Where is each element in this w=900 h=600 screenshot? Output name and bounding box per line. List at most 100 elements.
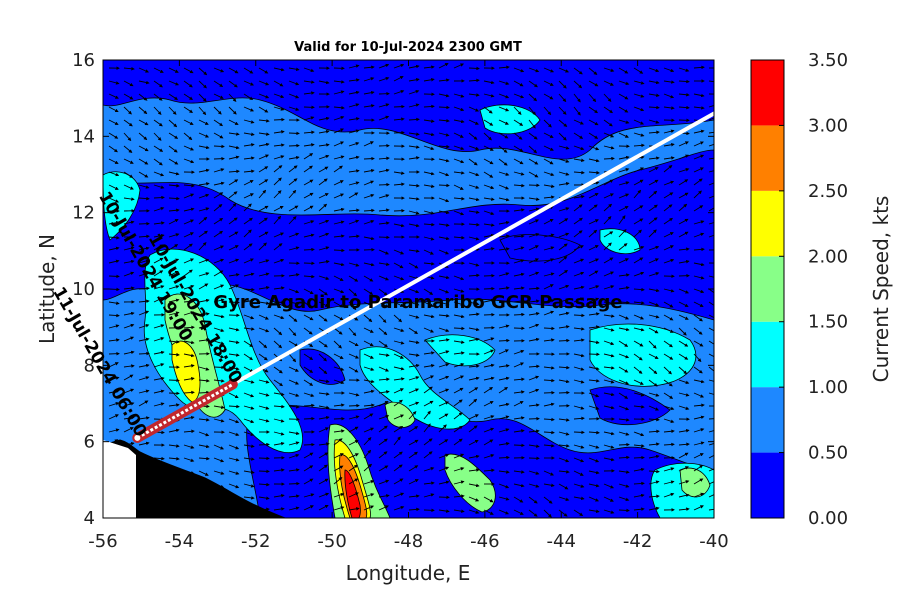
current-arrow: [663, 165, 673, 173]
current-arrow: [153, 67, 164, 73]
current-arrow: [363, 262, 375, 267]
current-arrow: [153, 297, 164, 303]
current-arrow: [423, 314, 435, 319]
current-arrow: [648, 258, 659, 264]
current-arrow: [333, 207, 345, 212]
current-arrow: [558, 390, 570, 395]
colorbar-segment: [751, 190, 784, 257]
current-arrow: [483, 337, 495, 342]
current-arrow: [708, 366, 714, 374]
current-arrow: [663, 288, 675, 293]
current-arrow: [558, 119, 568, 127]
current-arrow: [183, 299, 195, 304]
current-arrow: [378, 353, 390, 357]
current-arrow: [348, 64, 360, 69]
current-arrow: [543, 284, 554, 290]
current-arrow: [243, 80, 255, 86]
current-arrow: [243, 119, 255, 124]
current-arrow: [603, 353, 615, 358]
current-arrow: [513, 208, 525, 212]
current-arrow: [153, 171, 165, 177]
current-arrow: [378, 327, 388, 336]
current-arrow: [288, 143, 300, 148]
current-arrow: [168, 196, 180, 201]
current-arrow: [408, 156, 420, 160]
current-arrow: [393, 182, 405, 187]
current-arrow: [513, 171, 525, 176]
y-tick-label: 4: [84, 508, 95, 529]
current-arrow: [663, 327, 674, 333]
current-arrow: [528, 286, 540, 291]
current-arrow: [648, 366, 658, 375]
current-arrow: [558, 232, 570, 238]
current-arrow: [153, 80, 163, 88]
current-arrow: [258, 93, 270, 99]
current-arrow: [363, 193, 375, 199]
current-arrow: [318, 219, 330, 225]
current-arrow: [183, 67, 194, 74]
current-arrow: [318, 392, 330, 396]
current-arrow: [333, 90, 345, 95]
current-arrow: [228, 217, 238, 225]
current-arrow: [303, 130, 315, 135]
current-arrow: [573, 271, 585, 277]
current-arrow: [168, 183, 180, 188]
current-arrow: [243, 169, 255, 174]
current-arrow: [498, 132, 509, 139]
current-arrow: [693, 65, 705, 70]
current-arrow: [393, 76, 404, 82]
current-arrow: [348, 219, 360, 225]
current-arrow: [318, 301, 329, 307]
current-arrow: [528, 197, 540, 201]
current-speed-map: [103, 60, 714, 518]
current-arrow: [663, 353, 674, 360]
current-arrow: [633, 80, 645, 85]
current-arrow: [543, 298, 555, 303]
current-arrow: [213, 106, 222, 115]
current-arrow: [468, 273, 480, 278]
colorbar-segment: [751, 321, 784, 388]
current-arrow: [543, 119, 552, 128]
current-arrow: [318, 232, 330, 238]
current-arrow: [213, 80, 224, 87]
current-arrow: [423, 327, 435, 333]
current-arrow: [408, 183, 420, 188]
current-arrow: [603, 216, 612, 225]
current-arrow: [108, 184, 119, 190]
current-arrow: [363, 65, 375, 70]
current-arrow: [678, 366, 688, 375]
current-arrow: [378, 275, 390, 281]
current-arrow: [108, 119, 119, 125]
current-arrow: [648, 156, 660, 160]
current-arrow: [183, 390, 195, 395]
current-arrow: [153, 285, 165, 290]
current-arrow: [318, 314, 328, 322]
current-arrow: [408, 388, 420, 394]
current-arrow: [663, 314, 674, 321]
current-arrow: [123, 220, 135, 225]
current-arrow: [558, 80, 567, 89]
x-tick-label: -46: [470, 531, 499, 552]
current-arrow: [153, 337, 165, 342]
current-arrow: [363, 275, 374, 282]
current-arrow: [333, 234, 345, 238]
current-arrow: [213, 365, 225, 370]
current-arrow: [123, 106, 132, 115]
current-arrow: [648, 80, 660, 85]
current-arrow: [258, 327, 270, 333]
current-arrow: [483, 158, 494, 165]
current-arrow: [318, 129, 330, 134]
current-arrow: [258, 231, 269, 238]
current-arrow: [453, 93, 465, 98]
current-arrow: [618, 508, 630, 513]
current-arrow: [423, 77, 435, 82]
current-arrow: [288, 379, 300, 385]
current-arrow: [288, 67, 300, 72]
current-arrow: [198, 338, 210, 342]
current-arrow: [168, 219, 179, 225]
current-arrow: [123, 197, 135, 201]
current-arrow: [213, 245, 225, 251]
current-arrow: [693, 205, 704, 212]
x-axis-label: Longitude, E: [346, 561, 471, 585]
